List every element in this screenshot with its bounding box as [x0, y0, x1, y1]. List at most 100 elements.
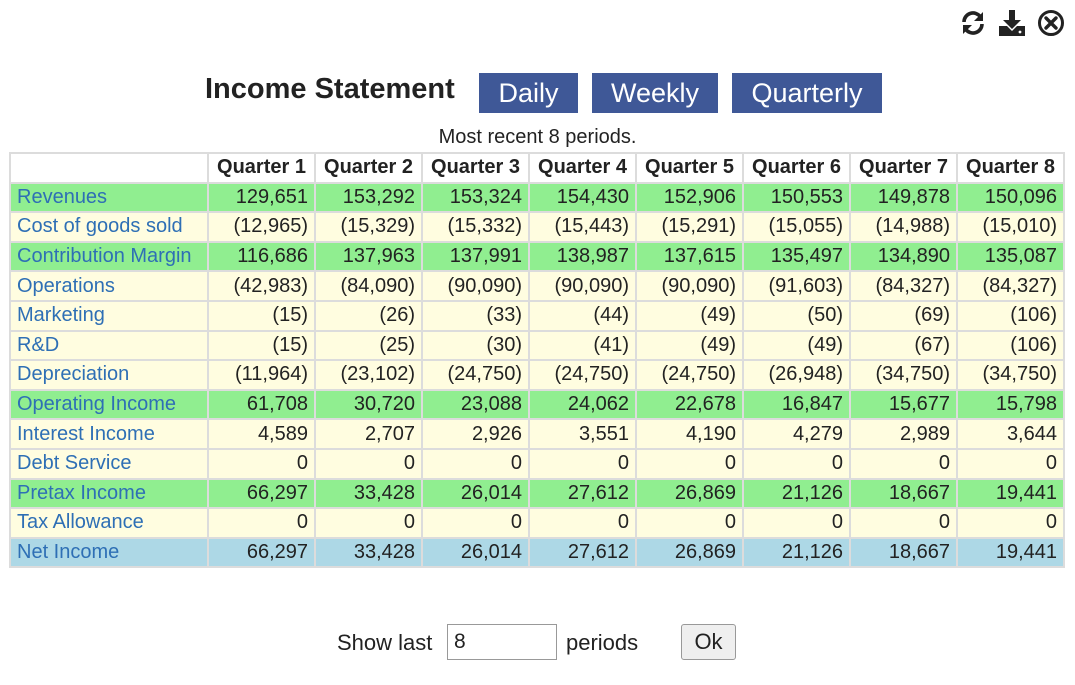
table-row: Marketing (15) (26) (33) (44) (49) (50) (69) (10… — [9, 299, 1065, 332]
row-label-link[interactable]: Pretax Income — [9, 477, 209, 510]
table-cell: (49) — [742, 329, 851, 362]
table-row: R&D (15) (25) (30) (41) (49) (49) (67) (106) — [9, 329, 1065, 362]
table-cell: 21,126 — [742, 477, 851, 510]
table-cell: (15) — [207, 299, 316, 332]
table-cell: (24,750) — [635, 359, 744, 391]
table-cell: 135,497 — [742, 240, 851, 273]
table-cell: (15,329) — [314, 211, 423, 243]
table-cell: 0 — [528, 447, 637, 480]
tab-weekly[interactable]: Weekly — [592, 73, 718, 113]
header-corner — [9, 152, 209, 184]
table-cell: 0 — [207, 507, 316, 539]
income-statement-table: Quarter 1 Quarter 2 Quarter 3 Quarter 4 … — [9, 152, 1065, 569]
table-cell: (15,443) — [528, 211, 637, 243]
row-label-link[interactable]: Interest Income — [9, 418, 209, 450]
periods-caption: Most recent 8 periods. — [438, 126, 637, 148]
table-cell: 4,279 — [742, 418, 851, 450]
table-cell: (50) — [742, 299, 851, 332]
table-row: Cost of goods sold (12,965) (15,329) (15,33… — [9, 211, 1065, 243]
table-cell: 22,678 — [635, 388, 744, 421]
table-cell: (25) — [314, 329, 423, 362]
table-cell: (90,090) — [635, 270, 744, 302]
close-circle-icon[interactable] — [1036, 8, 1066, 38]
table-cell: (90,090) — [528, 270, 637, 302]
table-row: Depreciation (11,964) (23,102) (24,750) (24,… — [9, 359, 1065, 391]
table-cell: 0 — [421, 507, 530, 539]
table-cell: 4,589 — [207, 418, 316, 450]
table-cell: 0 — [635, 507, 744, 539]
table-cell: (91,603) — [742, 270, 851, 302]
table-cell: 0 — [528, 507, 637, 539]
row-label-link[interactable]: Debt Service — [9, 447, 209, 480]
table-row: Interest Income 4,589 2,707 2,926 3,551 4,190… — [9, 418, 1065, 450]
table-cell: 2,989 — [849, 418, 958, 450]
table-cell: 15,798 — [956, 388, 1065, 421]
table-cell: (24,750) — [528, 359, 637, 391]
table-cell: 134,890 — [849, 240, 958, 273]
table-cell: (26) — [314, 299, 423, 332]
table-cell: 66,297 — [207, 477, 316, 510]
table-cell: 4,190 — [635, 418, 744, 450]
table-cell: 0 — [956, 507, 1065, 539]
row-label-link[interactable]: R&D — [9, 329, 209, 362]
table-cell: (15,291) — [635, 211, 744, 243]
table-cell: (84,327) — [956, 270, 1065, 302]
table-cell: 137,615 — [635, 240, 744, 273]
refresh-icon[interactable] — [958, 8, 988, 38]
download-icon[interactable] — [997, 8, 1027, 38]
table-cell: (42,983) — [207, 270, 316, 302]
table-cell: 135,087 — [956, 240, 1065, 273]
column-header: Quarter 8 — [956, 152, 1065, 184]
row-label-link[interactable]: Marketing — [9, 299, 209, 332]
row-label-link[interactable]: Cost of goods sold — [9, 211, 209, 243]
table-cell: 33,428 — [314, 536, 423, 569]
table-cell: 26,869 — [635, 536, 744, 569]
row-label-link[interactable]: Tax Allowance — [9, 507, 209, 539]
table-body: Revenues 129,651 153,292 153,324 154,430 152,… — [9, 181, 1065, 569]
tab-daily[interactable]: Daily — [479, 73, 578, 113]
row-label-link[interactable]: Operations — [9, 270, 209, 302]
column-header: Quarter 2 — [314, 152, 423, 184]
table-cell: 24,062 — [528, 388, 637, 421]
row-label-link[interactable]: Revenues — [9, 181, 209, 214]
period-selector: Show last periods Ok — [0, 623, 1075, 663]
table-cell: 154,430 — [528, 181, 637, 214]
table-cell: (67) — [849, 329, 958, 362]
tab-quarterly[interactable]: Quarterly — [732, 73, 882, 113]
table-cell: (23,102) — [314, 359, 423, 391]
table-cell: 18,667 — [849, 477, 958, 510]
table-cell: (11,964) — [207, 359, 316, 391]
table-cell: 15,677 — [849, 388, 958, 421]
periods-input[interactable] — [447, 624, 557, 660]
column-header: Quarter 3 — [421, 152, 530, 184]
table-cell: (69) — [849, 299, 958, 332]
table-cell: 26,014 — [421, 477, 530, 510]
row-label-link[interactable]: Contribution Margin — [9, 240, 209, 273]
table-cell: 66,297 — [207, 536, 316, 569]
table-cell: 150,553 — [742, 181, 851, 214]
table-cell: 0 — [314, 447, 423, 480]
column-header: Quarter 5 — [635, 152, 744, 184]
table-row: Tax Allowance 0 0 0 0 0 0 0 0 — [9, 507, 1065, 539]
row-label-link[interactable]: Operating Income — [9, 388, 209, 421]
table-cell: (49) — [635, 299, 744, 332]
header-row: Quarter 1 Quarter 2 Quarter 3 Quarter 4 … — [9, 152, 1065, 184]
table-cell: (15,010) — [956, 211, 1065, 243]
table-cell: (15) — [207, 329, 316, 362]
table-cell: (34,750) — [956, 359, 1065, 391]
table-cell: 18,667 — [849, 536, 958, 569]
table-cell: (49) — [635, 329, 744, 362]
table-cell: 137,963 — [314, 240, 423, 273]
table-cell: (84,327) — [849, 270, 958, 302]
table-cell: 16,847 — [742, 388, 851, 421]
table-cell: 0 — [742, 447, 851, 480]
row-label-link[interactable]: Net Income — [9, 536, 209, 569]
table-row: Revenues 129,651 153,292 153,324 154,430 152,… — [9, 181, 1065, 214]
table-row: Operations (42,983) (84,090) (90,090) (90,09… — [9, 270, 1065, 302]
row-label-link[interactable]: Depreciation — [9, 359, 209, 391]
table-cell: (44) — [528, 299, 637, 332]
table-cell: (26,948) — [742, 359, 851, 391]
ok-button[interactable]: Ok — [681, 624, 736, 660]
table-cell: (30) — [421, 329, 530, 362]
table-cell: 150,096 — [956, 181, 1065, 214]
